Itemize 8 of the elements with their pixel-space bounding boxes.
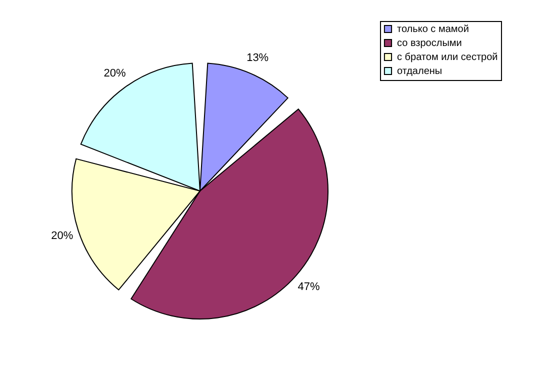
data-label: 20% [51,230,74,242]
data-label: 13% [246,52,269,64]
legend-label: с братом или сестрой [397,52,498,63]
legend-label: отдалены [397,66,442,77]
legend-label: со взрослыми [397,38,462,49]
data-label: 47% [298,280,320,293]
data-label: 20% [104,68,126,80]
legend-label: только с мамой [397,24,469,35]
